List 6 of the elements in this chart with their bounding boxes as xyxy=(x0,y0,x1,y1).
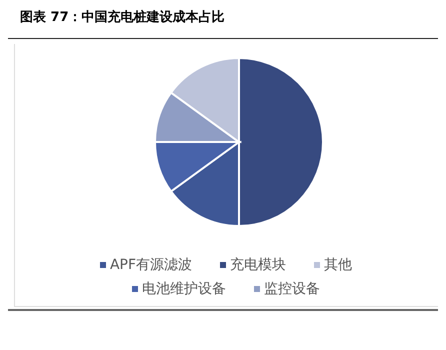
legend-label: APF有源滤波 xyxy=(110,257,192,273)
legend-label: 监控设备 xyxy=(264,281,320,297)
legend-label: 充电模块 xyxy=(230,257,286,273)
chart-title: 图表 77：中国充电桩建设成本占比 xyxy=(8,8,438,39)
legend-label: 其他 xyxy=(324,257,352,273)
legend-label: 电池维护设备 xyxy=(142,281,226,297)
